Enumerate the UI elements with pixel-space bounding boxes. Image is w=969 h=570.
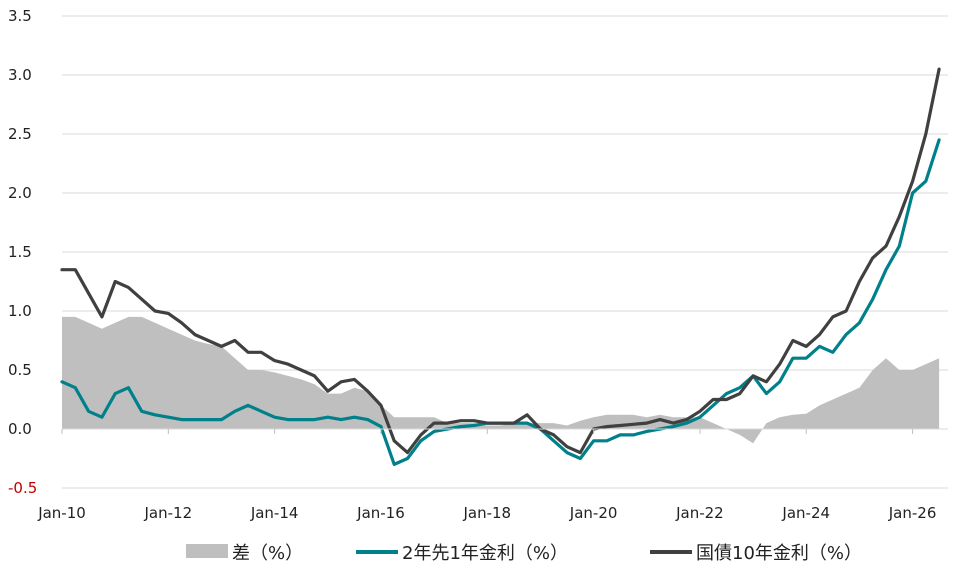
x-tick-label: Jan-10 [37, 504, 86, 522]
x-tick-label: Jan-22 [675, 504, 724, 522]
x-tick-label: Jan-12 [144, 504, 193, 522]
legend-label: 差（%） [232, 543, 303, 564]
x-axis: Jan-10 Jan-12 Jan-14 Jan-16 Jan-18 Jan-20 Jan-… [37, 429, 936, 522]
x-tick-label: Jan-24 [781, 504, 830, 522]
legend-label: 2年先1年金利（%） [402, 543, 568, 564]
legend-item-jgb-10y: 国債10年金利（%） [650, 543, 862, 564]
legend-item-2y1y-forward: 2年先1年金利（%） [356, 543, 568, 564]
y-axis: 3.5 3.0 2.5 2.0 1.5 1.0 0.5 0.0 -0.5 [8, 7, 37, 497]
legend-item-difference: 差（%） [186, 543, 303, 564]
legend-label: 国債10年金利（%） [696, 543, 862, 564]
x-tick-label: Jan-14 [250, 504, 299, 522]
series-line-jgb-10y [60, 67, 941, 455]
y-tick-label: -0.5 [8, 479, 37, 497]
y-tick-label: 0.0 [8, 420, 32, 438]
y-tick-label: 1.5 [8, 243, 32, 261]
x-tick-label: Jan-16 [356, 504, 405, 522]
y-tick-label: 0.5 [8, 361, 32, 379]
y-tick-label: 3.5 [8, 7, 32, 25]
legend: 差（%） 2年先1年金利（%） 国債10年金利（%） [186, 543, 862, 564]
x-tick-label: Jan-20 [569, 504, 618, 522]
y-tick-label: 3.0 [8, 66, 32, 84]
plot-area [60, 67, 941, 466]
series-area-difference [62, 316, 940, 444]
y-tick-label: 2.5 [8, 125, 32, 143]
y-tick-label: 2.0 [8, 184, 32, 202]
x-tick-label: Jan-18 [462, 504, 511, 522]
x-tick-label: Jan-26 [888, 504, 937, 522]
legend-swatch [186, 544, 228, 558]
y-tick-label: 1.0 [8, 302, 32, 320]
